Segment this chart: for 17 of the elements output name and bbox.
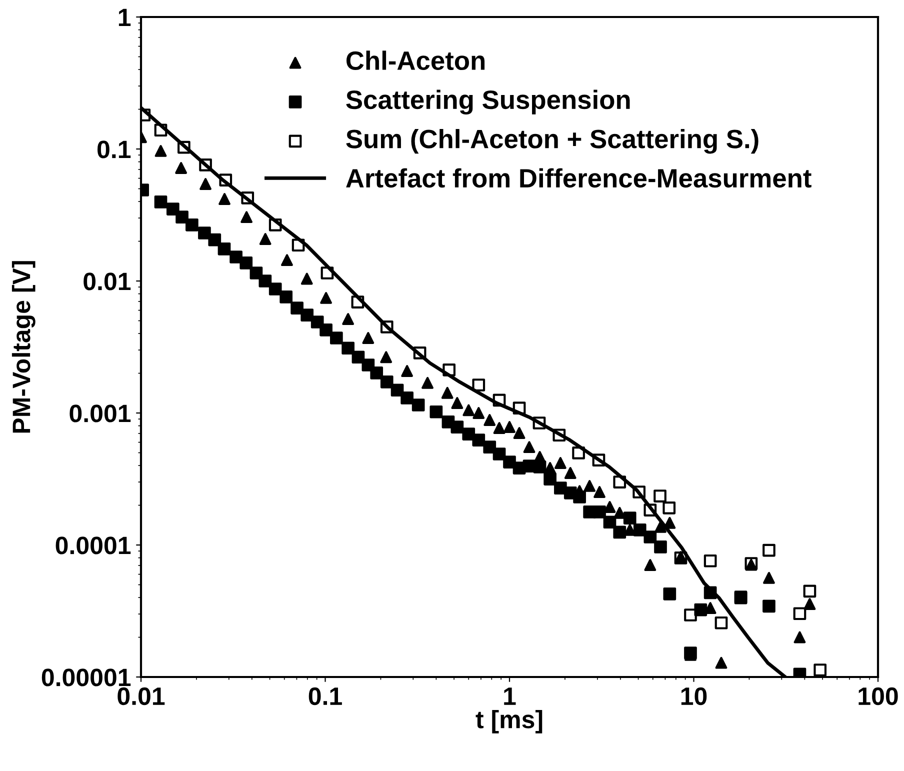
- legend-label: Scattering Suspension: [346, 90, 630, 114]
- x-axis-title: t [ms]: [476, 710, 542, 734]
- x-tick-label: 1: [504, 688, 516, 705]
- legend-label: Chl-Aceton: [346, 50, 485, 70]
- y-tick-label: 0.0001: [56, 536, 131, 554]
- x-tick-label: 100: [858, 687, 898, 706]
- y-tick-label: 0.1: [98, 140, 131, 158]
- x-tick-label: 10: [681, 687, 707, 706]
- legend-label: Sum (Chl-Aceton + Scattering S.): [346, 128, 758, 154]
- y-tick-label: 1: [118, 8, 131, 26]
- legend-label: Artefact from Difference-Measurment: [346, 168, 812, 188]
- y-axis-title: PM-Voltage [V]: [12, 261, 36, 433]
- y-tick-label: 0.00001: [42, 668, 131, 686]
- x-tick-label: 0.1: [308, 687, 342, 706]
- y-tick-label: 0.001: [70, 404, 131, 422]
- y-tick-label: 0.01: [84, 272, 131, 290]
- x-tick-label: 0.01: [118, 687, 165, 706]
